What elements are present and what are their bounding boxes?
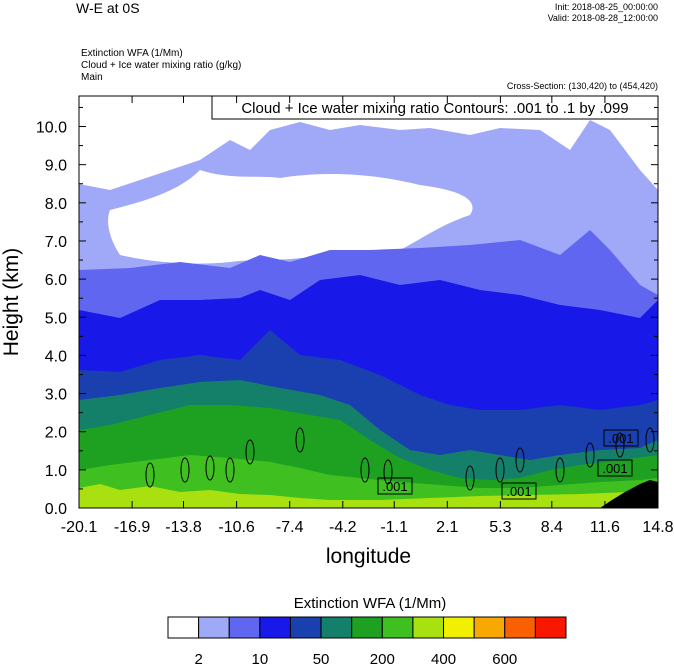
contour-line — [295, 427, 305, 453]
x-tick-label: -4.2 — [329, 519, 357, 536]
y-tick-label: 5.0 — [45, 310, 67, 327]
colorbar-swatch — [259, 616, 291, 639]
colorbar-label: 200 — [370, 651, 395, 667]
contour-line — [145, 462, 155, 488]
x-tick-label: -10.6 — [218, 519, 255, 536]
y-tick-label: 9.0 — [45, 158, 67, 175]
init-time: Init: 2018-08-25_00:00:00 — [554, 2, 658, 12]
contour-line — [555, 457, 565, 483]
colorbar-swatch — [167, 616, 200, 639]
valid-time: Valid: 2018-08-28_12:00:00 — [547, 13, 658, 23]
contour-info-label: Cloud + Ice water mixing ratio Contours:… — [241, 100, 628, 117]
contour-line — [383, 459, 393, 485]
contour-value-label: .001 — [506, 484, 531, 499]
y-tick-label: 6.0 — [45, 272, 67, 289]
x-tick-label: 14.8 — [642, 519, 673, 536]
contour-line — [585, 442, 595, 468]
colorbar-swatch — [473, 616, 506, 639]
contour-value-box — [501, 482, 537, 500]
contour-line — [205, 455, 215, 481]
y-tick-label: 1.0 — [45, 463, 67, 480]
plot-title: W-E at 0S — [76, 0, 140, 16]
contour-value-box — [603, 429, 639, 447]
x-tick-label: -1.1 — [380, 519, 408, 536]
y-tick-label: 3.0 — [45, 387, 67, 404]
cross-section-label: Cross-Section: (130,420) to (454,420) — [506, 81, 658, 91]
x-tick-label: -16.9 — [114, 519, 151, 536]
colorbar-swatch — [443, 616, 475, 639]
contour-value-box — [597, 459, 633, 477]
variable-line-extinction: Extinction WFA (1/Mm) — [81, 48, 183, 59]
contour-line — [465, 465, 475, 491]
clear-air-region — [108, 170, 473, 264]
y-tick-label: 2.0 — [45, 425, 67, 442]
y-tick-label: 4.0 — [45, 348, 67, 365]
colorbar-swatch — [504, 616, 536, 639]
colorbar-label: 600 — [492, 651, 517, 667]
colorbar-swatch — [228, 616, 261, 639]
colorbar-swatch — [534, 616, 567, 639]
yellow-layer — [79, 484, 658, 508]
colorbar-label: 2 — [194, 651, 202, 667]
colorbar-label: 400 — [431, 651, 456, 667]
contour-value-label: .001 — [382, 479, 407, 494]
variable-line-mixing-ratio: Cloud + Ice water mixing ratio (g/kg) — [81, 60, 242, 71]
colorbar-label: 50 — [313, 651, 330, 667]
y-tick-label: 8.0 — [45, 196, 67, 213]
colorbar-swatch — [412, 616, 445, 639]
contour-line — [360, 457, 370, 483]
x-tick-label: 11.6 — [590, 519, 620, 536]
colorbar-swatch — [351, 616, 383, 639]
y-tick-label: 10.0 — [36, 120, 67, 137]
contour-line — [225, 457, 235, 483]
variable-line-main: Main — [81, 72, 103, 83]
x-tick-label: -7.4 — [276, 519, 304, 536]
x-tick-label: -13.8 — [165, 519, 202, 536]
contour-line — [615, 432, 625, 458]
contour-value-label: .001 — [602, 461, 627, 476]
x-tick-label: 5.3 — [489, 519, 511, 536]
contour-line — [245, 439, 255, 465]
contour-value-box — [377, 477, 413, 495]
field-layers: .001 .001 .001 .001 — [79, 96, 658, 508]
colorbar-title: Extinction WFA (1/Mm) — [293, 595, 447, 612]
terrain — [600, 480, 658, 508]
y-axis-label: Height (km) — [0, 248, 23, 357]
y-tick-label: 0.0 — [45, 501, 67, 518]
contour-line — [495, 457, 505, 483]
contour-line — [645, 427, 655, 453]
colorbar-swatch — [289, 616, 322, 639]
x-tick-label: 8.4 — [541, 519, 563, 536]
contour-line — [180, 457, 190, 483]
colorbar-swatch — [381, 616, 414, 639]
colorbar-label: 10 — [252, 651, 269, 667]
colorbar-swatch — [320, 616, 353, 639]
colorbar-swatch — [198, 616, 230, 639]
contour-line — [515, 447, 525, 473]
x-axis-label: longitude — [326, 545, 411, 568]
contour-value-label: .001 — [608, 431, 633, 446]
y-tick-label: 7.0 — [45, 234, 67, 251]
x-tick-label: -20.1 — [61, 519, 98, 536]
x-tick-label: 2.1 — [436, 519, 458, 536]
